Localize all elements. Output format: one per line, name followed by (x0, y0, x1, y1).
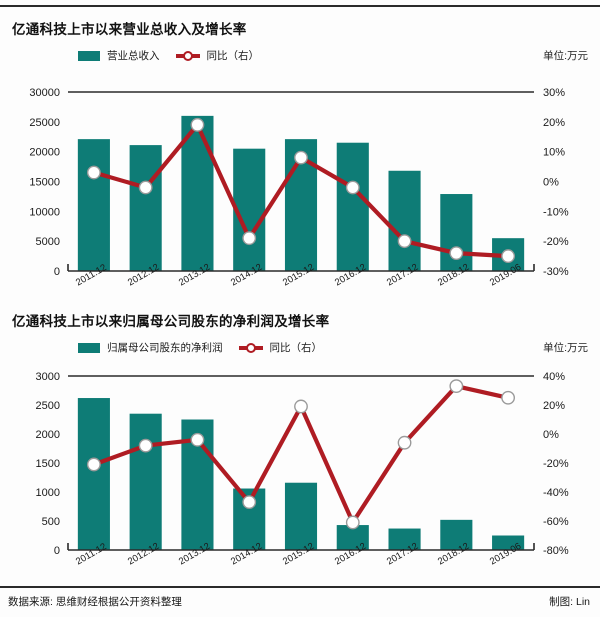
y-axis-left-tick: 15000 (29, 177, 60, 189)
bar (77, 398, 110, 550)
chart-panel-profit: 亿通科技上市以来归属母公司股东的净利润及增长率 归属母公司股东的净利润 同比（右… (0, 310, 600, 582)
bottom-divider (0, 586, 600, 588)
y-axis-left-tick: 10000 (29, 206, 60, 218)
bar (77, 139, 110, 271)
top-divider (0, 5, 600, 7)
bar (284, 482, 318, 550)
y-axis-left-tick: 25000 (29, 117, 60, 129)
y-axis-right-tick: -40% (543, 487, 569, 499)
y-axis-right-tick: -20% (543, 236, 569, 248)
bar (388, 170, 421, 271)
y-axis-right-tick: -60% (543, 516, 569, 528)
y-axis-right-tick: 40% (543, 371, 565, 383)
data-point-marker (86, 165, 101, 180)
data-point-marker (501, 390, 516, 405)
bar (492, 535, 525, 550)
data-point-marker (345, 180, 360, 195)
data-point-marker (294, 399, 308, 414)
y-axis-left-tick: 20000 (29, 147, 60, 159)
bar (388, 528, 421, 550)
plot-area-revenue: 0 -30% 5000 -20% 10000 -10% 15000 0% 20000 10% 250… (0, 62, 600, 298)
y-axis-right-tick: 20% (543, 400, 565, 412)
bar (336, 142, 369, 271)
y-axis-left-tick: 1500 (36, 458, 60, 470)
data-point-marker (190, 432, 205, 447)
y-axis-right-tick: 30% (543, 87, 565, 99)
panel-title-profit: 亿通科技上市以来归属母公司股东的净利润及增长率 (12, 314, 330, 329)
y-axis-left-tick: 0 (54, 266, 60, 278)
y-axis-left-tick: 0 (54, 545, 60, 557)
legend-bar-label: 归属母公司股东的净利润 (107, 342, 223, 354)
y-axis-right-tick: -80% (543, 545, 569, 557)
data-point-marker (449, 379, 464, 394)
plot-area-profit: 0 -80% 500 -60% 1000 -40% 1500 -20% 2000 0% 2500 20… (0, 354, 600, 582)
y-axis-left-tick: 2500 (36, 400, 60, 412)
y-axis-right-tick: 10% (543, 147, 565, 159)
legend-line-label: 同比（右） (206, 50, 260, 62)
data-point-marker (501, 249, 516, 263)
unit-label-profit: 单位:万元 (543, 342, 588, 354)
y-axis-right-tick: 0% (543, 177, 559, 189)
y-axis-right-tick: 0% (543, 429, 559, 441)
y-axis-right-tick: -30% (543, 266, 569, 278)
legend-line-label: 同比（右） (269, 342, 323, 354)
y-axis-left-tick: 1000 (36, 487, 60, 499)
data-point-marker (397, 435, 412, 450)
legend-bar-swatch (78, 342, 100, 353)
data-point-marker (397, 234, 412, 249)
legend-line-marker-icon (238, 342, 263, 353)
bar (129, 413, 162, 550)
bar (181, 115, 214, 271)
chart-svg: 0 -30% 5000 -20% 10000 -10% 15000 0% 20000 10% 250… (29, 87, 569, 278)
y-axis-right-tick: 20% (543, 117, 565, 129)
y-axis-right-tick: -10% (543, 206, 569, 218)
data-point-marker (294, 150, 308, 165)
y-axis-left-tick: 5000 (36, 236, 60, 248)
panel-title-revenue: 亿通科技上市以来营业总收入及增长率 (12, 22, 247, 37)
data-point-marker (242, 231, 257, 246)
data-point-marker (449, 246, 464, 261)
y-axis-left-tick: 3000 (36, 371, 60, 383)
bar (129, 145, 162, 271)
unit-label-revenue: 单位:万元 (543, 50, 588, 62)
data-point-marker (345, 515, 360, 530)
chart-svg: 0 -80% 500 -60% 1000 -40% 1500 -20% 2000 0% 2500 20… (36, 371, 569, 557)
legend-bar-label: 营业总收入 (107, 50, 160, 62)
data-point-marker (190, 117, 205, 132)
legend-revenue: 营业总收入 同比（右） (78, 48, 259, 63)
y-axis-left-tick: 2000 (36, 429, 60, 441)
data-point-marker (86, 457, 101, 472)
y-axis-left-tick: 30000 (29, 87, 60, 99)
bar (440, 519, 473, 550)
data-point-marker (138, 180, 153, 195)
y-axis-left-tick: 500 (42, 516, 60, 528)
data-point-marker (138, 438, 153, 453)
data-point-marker (242, 495, 257, 510)
legend-profit: 归属母公司股东的净利润 同比（右） (78, 340, 322, 355)
footer-source: 数据来源: 思维财经根据公开资料整理 (8, 596, 182, 608)
y-axis-right-tick: -20% (543, 458, 569, 470)
legend-bar-swatch (78, 50, 100, 61)
footer-credit: 制图: Lin (549, 596, 590, 608)
chart-panel-revenue: 亿通科技上市以来营业总收入及增长率 营业总收入 同比（右） 单位:万元 0 -30… (0, 18, 600, 298)
legend-line-marker-icon (175, 50, 200, 61)
